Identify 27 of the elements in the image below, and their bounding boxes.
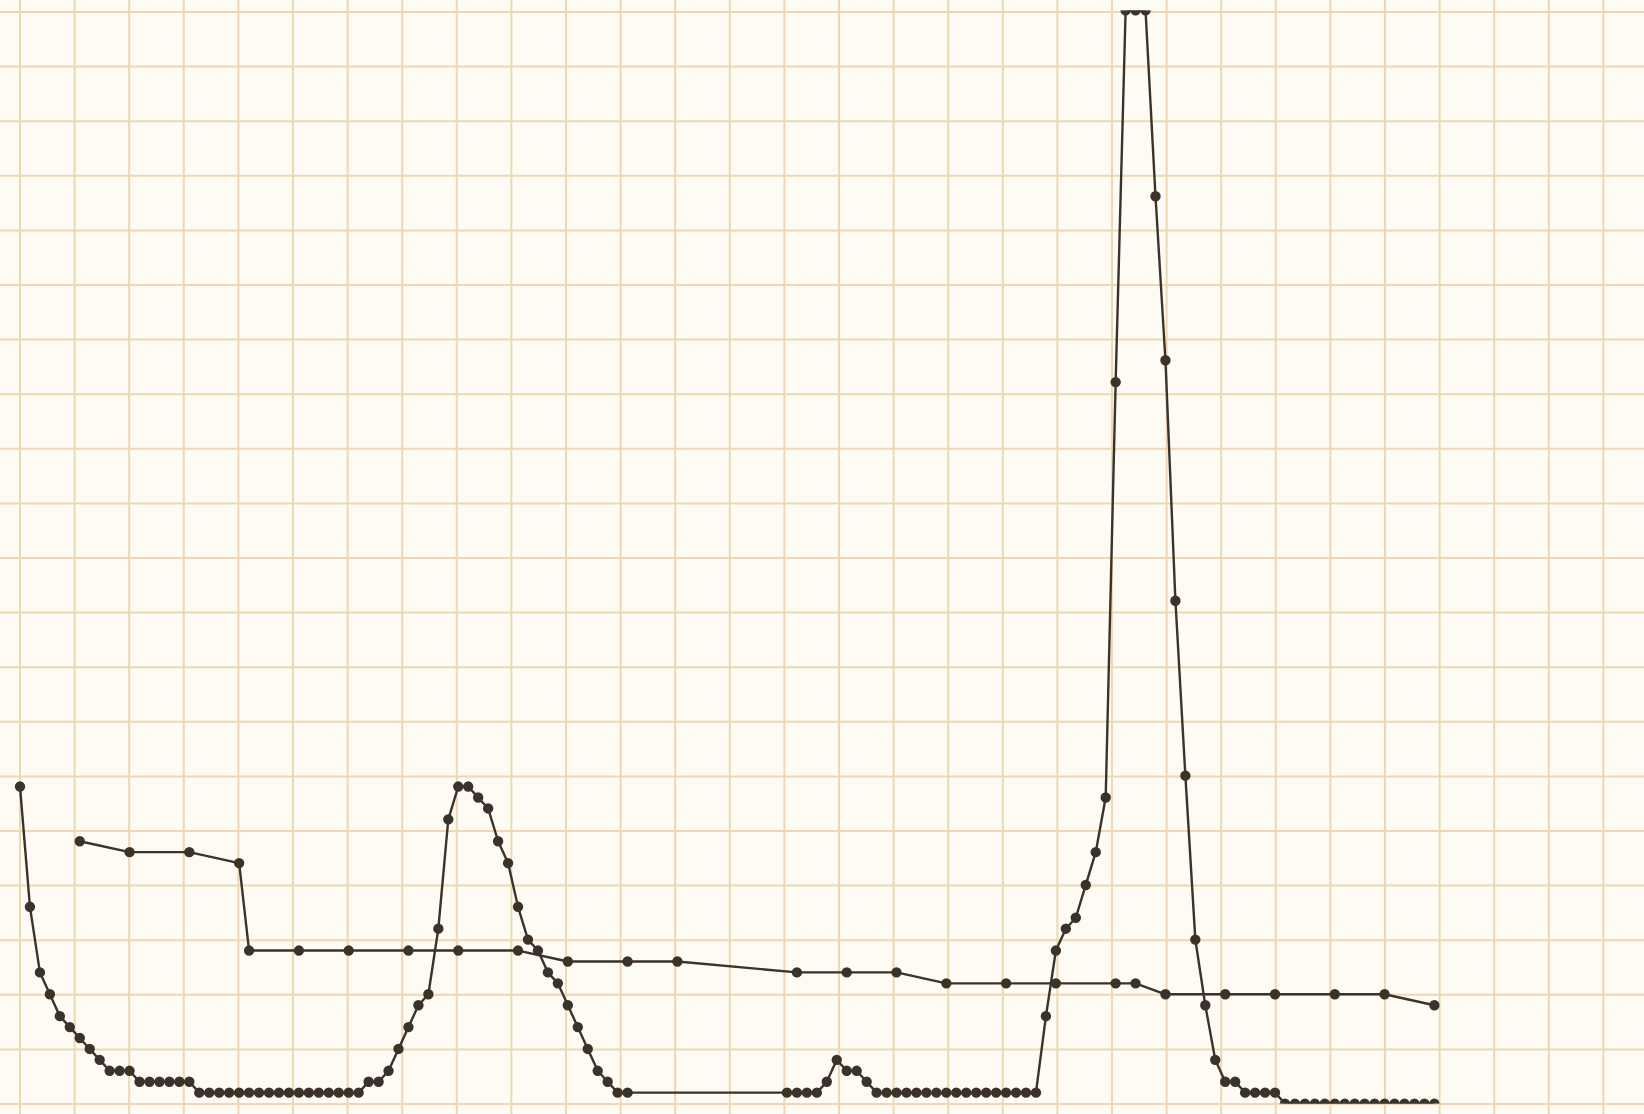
point	[453, 945, 464, 956]
point	[1329, 989, 1340, 1000]
point	[1050, 978, 1062, 989]
point	[791, 967, 803, 978]
point	[184, 846, 195, 858]
point	[891, 967, 902, 978]
point	[941, 978, 952, 989]
point	[622, 956, 633, 967]
point	[1429, 1000, 1440, 1011]
point	[1220, 989, 1231, 1000]
point	[293, 945, 305, 956]
point	[672, 956, 683, 967]
point	[1130, 978, 1141, 989]
point	[233, 857, 245, 869]
point	[403, 945, 414, 956]
point	[124, 846, 135, 858]
point	[512, 945, 524, 956]
point	[74, 836, 85, 847]
point	[562, 956, 574, 967]
point	[1110, 978, 1121, 989]
point	[1379, 989, 1390, 1000]
point	[1160, 989, 1171, 1000]
point	[1269, 989, 1281, 1000]
point	[841, 967, 852, 978]
point	[243, 945, 255, 956]
point	[343, 945, 354, 956]
point	[1000, 978, 1012, 989]
